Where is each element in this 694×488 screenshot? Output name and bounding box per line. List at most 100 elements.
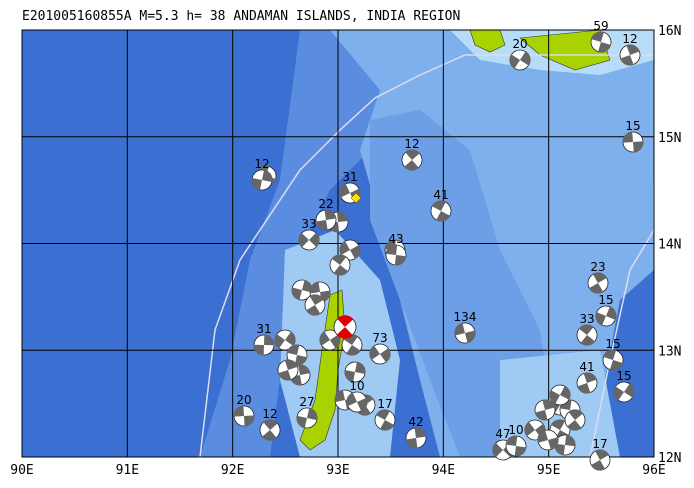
map-title: E201005160855A M=5.3 h= 38 ANDAMAN ISLAN… [22,9,460,24]
ball-quadrant [537,429,559,451]
focal-mechanism [286,344,308,366]
depth-label: 12 [404,137,419,151]
ball-quadrant [375,409,395,431]
focal-mechanism [534,399,556,421]
depth-label: 59 [593,19,608,33]
depth-label: 22 [318,197,333,211]
ball-quadrant [315,209,337,231]
ball-quadrant [385,244,407,266]
depth-label: 33 [301,217,316,231]
focal-mechanism [296,407,318,429]
ball-quadrant [369,345,391,363]
depth-label: 33 [579,312,594,326]
lon-label: 90E [10,463,33,478]
depth-label: 10 [349,379,364,393]
ball-quadrant [554,434,576,456]
ball-quadrant [591,31,611,53]
depth-label: 73 [372,331,387,345]
focal-mechanism [291,279,313,301]
focal-mechanism [587,272,609,294]
depth-label: 15 [598,293,613,307]
focal-mechanism [346,391,368,413]
depth-label: 17 [377,397,392,411]
focal-mechanism [329,254,351,276]
ball-quadrant [578,324,596,346]
graticule [21,29,655,458]
lon-label: 93E [326,463,349,478]
ball-quadrant [306,294,324,316]
focal-mechanism [339,239,361,261]
ball-quadrant [319,331,341,349]
ball-quadrant [549,385,571,405]
focal-mechanism [622,131,644,153]
depth-label: 17 [592,437,607,451]
depth-label: 15 [616,369,631,383]
ball-quadrant [286,344,308,366]
focal-mechanism [315,209,337,231]
ball-quadrant [404,149,420,171]
lat-label: 12N [658,451,681,466]
ball-quadrant [566,409,584,431]
ball-quadrant [613,383,635,401]
focal-mechanism [401,149,423,171]
ball-quadrant [405,427,427,449]
focal-mechanism [233,405,255,427]
focal-mechanism [576,372,598,394]
focal-mechanism [576,324,598,346]
focal-mechanism [595,305,617,327]
focal-mechanism [509,49,531,71]
ball-quadrant [590,449,610,471]
ball-quadrant [298,232,320,248]
depth-label: 15 [605,337,620,351]
focal-mechanism [602,349,624,371]
lon-label: 95E [537,463,560,478]
ball-quadrant [346,392,368,412]
focal-mechanism [590,31,612,53]
focal-mechanism [613,381,635,403]
depth-label: 12 [254,157,269,171]
ball-quadrant [233,405,255,427]
depth-label: 31 [342,170,357,184]
depth-label: 12 [622,32,637,46]
ball-quadrant [339,240,361,260]
lon-label: 96E [642,463,665,478]
ball-quadrant [344,361,366,383]
lat-label: 15N [658,131,681,146]
focal-mechanism [319,329,341,351]
lat-label: 14N [658,238,681,253]
focal-mechanism [253,334,275,356]
ball-quadrant [454,322,476,344]
depth-label: 31 [256,322,271,336]
focal-mechanism [405,427,427,449]
focal-mechanism [589,449,611,471]
ball-quadrant [296,407,318,429]
ball-quadrant [588,272,608,294]
focal-mechanism [385,244,407,266]
focal-mechanism [430,200,452,222]
focal-mechanism [344,361,366,383]
lon-label: 91E [116,463,139,478]
ball-quadrant [274,331,296,349]
ball-quadrant [291,279,313,301]
depth-label: 20 [512,37,527,51]
focal-mechanism [554,434,576,456]
focal-mechanism [274,329,296,351]
focal-mechanism [369,343,391,365]
main-event [333,315,357,339]
depth-label: 41 [579,360,594,374]
ball-quadrant [620,44,640,66]
depth-label: 15 [625,119,640,133]
ball-quadrant [336,315,354,339]
epicenter-star [350,192,362,204]
ball-quadrant [534,399,556,421]
focal-mechanism [341,334,363,356]
ball-quadrant [253,334,275,356]
focal-mechanism [374,409,396,431]
focal-mechanism [454,322,476,344]
depth-label: 27 [299,395,314,409]
focal-mechanism [259,419,281,441]
ball-quadrant [278,359,298,381]
lat-label: 16N [658,24,681,39]
ball-quadrant [262,419,278,441]
